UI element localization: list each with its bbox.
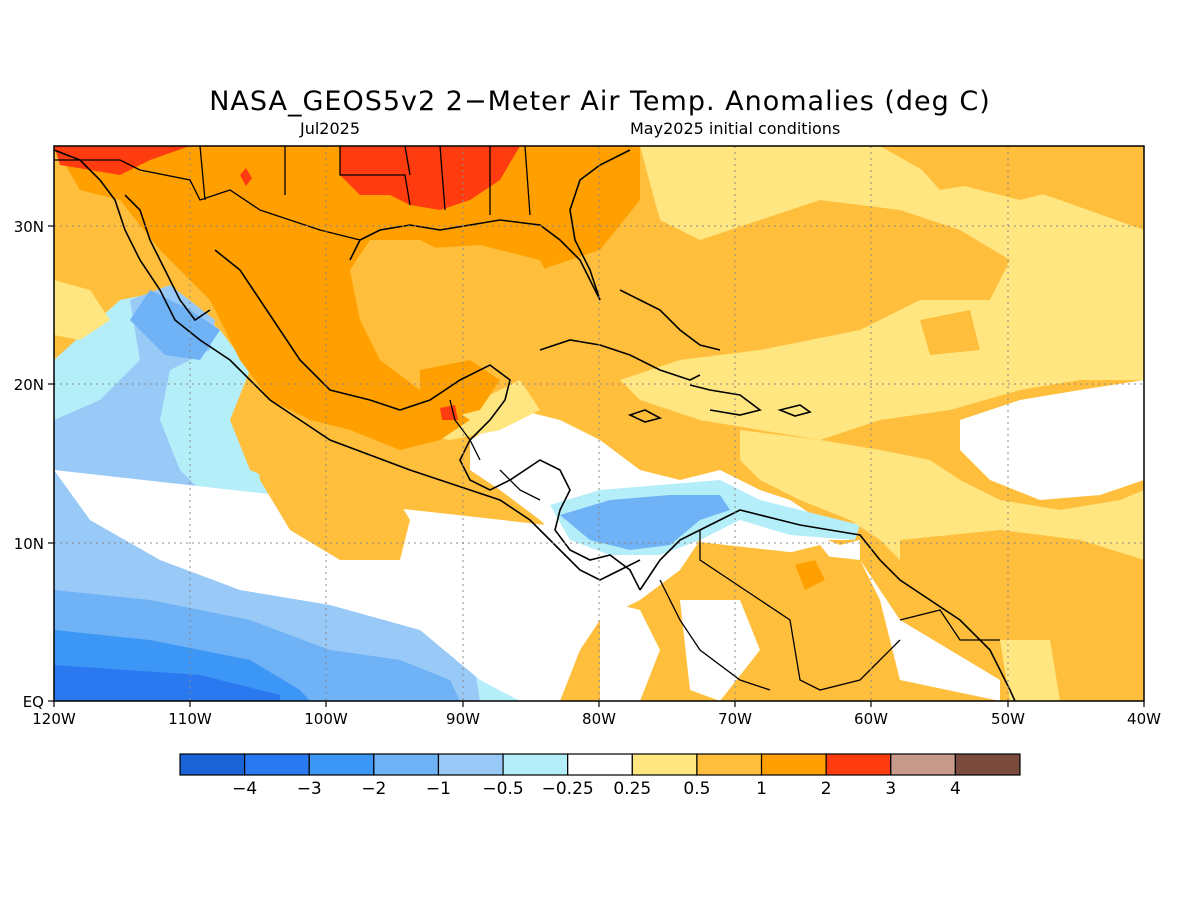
lon-tick-label: 60W [854, 710, 888, 728]
colorbar-swatch [244, 753, 310, 776]
colorbar-swatch [825, 753, 892, 776]
colorbar-swatch [631, 753, 698, 776]
colorbar-swatch [760, 753, 827, 776]
colorbar-label: −1 [426, 779, 451, 799]
lat-tick-label: 30N [14, 218, 44, 236]
colorbar-label: −3 [297, 779, 322, 799]
lat-tick-label: 20N [14, 376, 44, 394]
colorbar-swatch [373, 753, 440, 776]
anomaly-field [54, 146, 1144, 701]
colorbar-swatch [308, 753, 375, 776]
lon-tick-label: 50W [991, 710, 1025, 728]
colorbar-label: −4 [232, 779, 257, 799]
lon-tick-label: 90W [446, 710, 480, 728]
initial-conditions: May2025 initial conditions [630, 119, 841, 138]
colorbar-swatch [696, 753, 763, 776]
colorbar-swatch [179, 753, 246, 776]
colorbar-swatch [567, 753, 633, 776]
gridlines [54, 146, 1144, 701]
colorbar-label: 0.5 [683, 779, 710, 799]
lat-tick-label: EQ [23, 693, 44, 711]
lat-tick-labels: EQ 10N 20N 30N [14, 218, 44, 711]
colorbar-label: −0.5 [482, 779, 523, 799]
colorbar-swatch [437, 753, 504, 776]
mexico-warm-region [54, 146, 640, 450]
lon-tick-label: 100W [304, 710, 348, 728]
colorbar-label: 1 [756, 779, 767, 799]
colorbar: −4 −3 −2 −1 −0.5 −0.25 0.25 0.5 1 2 3 4 [179, 753, 1021, 799]
colorbar-label: 2 [821, 779, 832, 799]
borders [54, 146, 1000, 691]
lon-tick-label: 110W [168, 710, 212, 728]
lat-tick-label: 10N [14, 535, 44, 553]
colorbar-label: 3 [885, 779, 896, 799]
map-title: NASA_GEOS5v2 2−Meter Air Temp. Anomalies… [209, 86, 991, 117]
lon-tick-labels: 120W 110W 100W 90W 80W 70W 60W 50W 40W [32, 710, 1161, 728]
colorbar-label: 4 [950, 779, 961, 799]
hot-region-central [340, 146, 520, 210]
colorbar-swatch [502, 753, 569, 776]
lon-tick-label: 70W [718, 710, 752, 728]
colorbar-label: 0.25 [613, 779, 651, 799]
colorbar-label: −0.25 [542, 779, 594, 799]
colorbar-swatch [890, 753, 956, 776]
lon-tick-label: 80W [582, 710, 616, 728]
lon-tick-label: 40W [1127, 710, 1161, 728]
forecast-month: Jul2025 [300, 119, 361, 138]
colorbar-label: −2 [361, 779, 386, 799]
axis-ticks [48, 225, 1145, 707]
lon-tick-label: 120W [32, 710, 76, 728]
colorbar-swatch [954, 753, 1021, 776]
